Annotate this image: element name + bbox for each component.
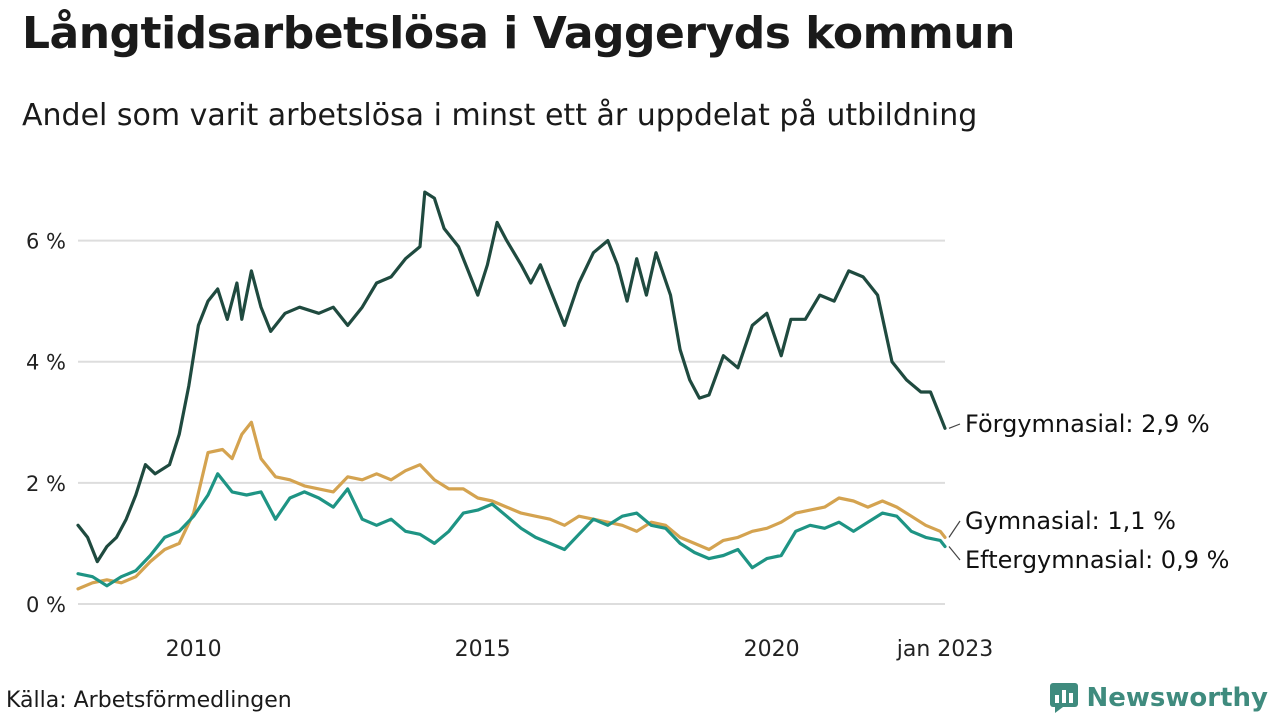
- x-axis-ticks: 2010 2015 2020 jan 2023: [166, 637, 994, 662]
- x-tick-label: jan 2023: [896, 637, 994, 662]
- chart-subtitle: Andel som varit arbetslösa i minst ett å…: [22, 98, 978, 133]
- y-axis-ticks: 0 % 2 % 4 % 6 %: [26, 230, 66, 617]
- source-note: Källa: Arbetsförmedlingen: [6, 688, 292, 713]
- end-label-connector: [948, 546, 961, 561]
- y-tick-label: 6 %: [26, 230, 66, 254]
- series-line-gymnasial: [76, 420, 947, 591]
- y-tick-label: 2 %: [26, 472, 66, 496]
- grid-lines: [78, 239, 945, 605]
- brand-name: Newsworthy: [1086, 683, 1268, 713]
- end-label-gymnasial: Gymnasial: 1,1 %: [965, 507, 1176, 535]
- end-label-connector: [948, 423, 961, 429]
- y-tick-label: 4 %: [26, 351, 66, 375]
- end-label-connector: [948, 520, 961, 538]
- series-line-eftergymnasial: [76, 472, 947, 588]
- y-tick-label: 0 %: [26, 593, 66, 617]
- chart-title: Långtidsarbetslösa i Vaggeryds kommun: [22, 8, 1015, 59]
- series-line-forgymnasial: [76, 190, 947, 564]
- end-label-forgymnasial: Förgymnasial: 2,9 %: [965, 410, 1210, 438]
- newsworthy-logo-icon: [1049, 683, 1078, 713]
- brand-logo[interactable]: Newsworthy: [1049, 682, 1268, 714]
- series-end-labels: Förgymnasial: 2,9 % Gymnasial: 1,1 % Efter…: [948, 410, 1229, 574]
- x-tick-label: 2010: [166, 637, 222, 662]
- x-tick-label: 2015: [455, 637, 511, 662]
- end-label-eftergymnasial: Eftergymnasial: 0,9 %: [965, 546, 1229, 574]
- x-tick-label: 2020: [744, 637, 800, 662]
- series-lines: [76, 190, 947, 591]
